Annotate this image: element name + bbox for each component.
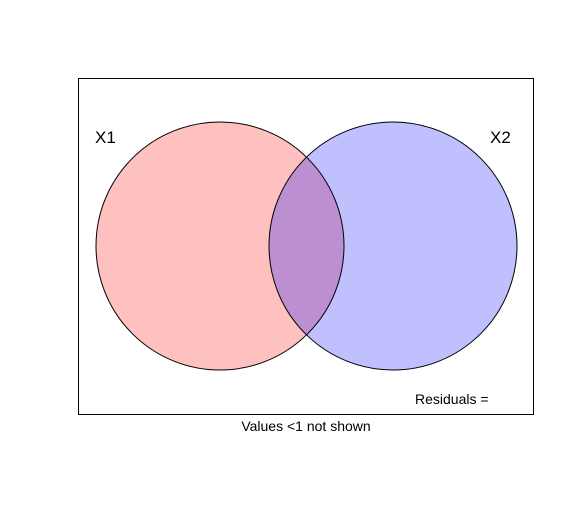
set-x1-circle (96, 122, 344, 370)
set-x2-label: X2 (490, 128, 511, 147)
set-x1-outline (95, 121, 345, 371)
set-x2-circle (269, 122, 517, 370)
residuals-label: Residuals = (415, 391, 489, 407)
values-note: Values <1 not shown (241, 418, 370, 434)
set-x1-label: X1 (95, 128, 116, 147)
plot-frame (78, 78, 534, 415)
set-x2-outline (268, 121, 518, 371)
